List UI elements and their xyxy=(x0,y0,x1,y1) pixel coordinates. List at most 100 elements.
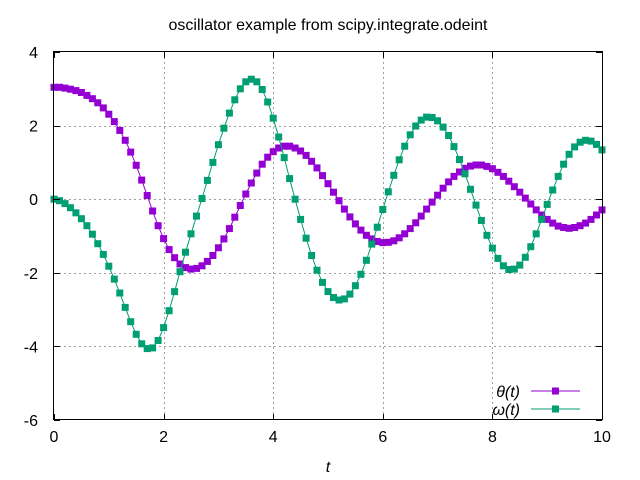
data-point xyxy=(456,156,463,163)
data-point xyxy=(105,262,113,270)
data-point xyxy=(565,224,573,232)
data-point xyxy=(505,177,513,185)
plot-frame xyxy=(53,51,603,420)
plot-area xyxy=(50,75,606,353)
data-point xyxy=(121,136,129,144)
data-point xyxy=(423,205,431,213)
data-point xyxy=(373,238,381,245)
y-tick-label: -4 xyxy=(24,339,38,356)
data-point xyxy=(236,202,244,209)
data-point xyxy=(286,142,294,150)
data-point xyxy=(488,165,496,173)
data-point xyxy=(182,248,189,256)
data-point xyxy=(456,168,463,176)
data-point xyxy=(423,113,431,121)
data-point xyxy=(116,289,124,297)
data-point xyxy=(538,215,546,223)
data-point xyxy=(302,234,310,242)
data-point xyxy=(110,275,118,283)
data-point xyxy=(401,142,409,150)
data-point xyxy=(72,87,80,95)
data-point xyxy=(203,257,211,265)
data-point xyxy=(253,169,261,177)
data-point xyxy=(99,250,107,258)
data-point xyxy=(138,176,146,184)
data-point xyxy=(165,307,173,315)
data-point xyxy=(56,83,63,91)
data-point xyxy=(242,190,250,198)
data-point xyxy=(308,252,316,259)
series-1 xyxy=(50,75,606,353)
data-point xyxy=(499,172,507,180)
data-point xyxy=(66,204,74,212)
data-point xyxy=(247,75,255,83)
data-point xyxy=(149,207,157,215)
data-point xyxy=(428,114,436,121)
data-point xyxy=(264,98,272,106)
data-point xyxy=(264,153,272,161)
data-point xyxy=(565,150,573,158)
data-point xyxy=(384,188,392,196)
data-point xyxy=(154,222,162,230)
data-point xyxy=(335,296,343,304)
data-point xyxy=(560,160,568,168)
data-point xyxy=(434,117,442,125)
data-point xyxy=(395,234,403,242)
legend-marker xyxy=(552,405,559,413)
data-point xyxy=(450,172,458,180)
data-point xyxy=(527,243,535,251)
data-point xyxy=(143,192,151,199)
data-point xyxy=(313,266,321,274)
data-point xyxy=(488,244,496,252)
data-point xyxy=(395,156,403,164)
data-point xyxy=(450,143,458,151)
data-point xyxy=(499,262,507,270)
chart-title: oscillator example from scipy.integrate.… xyxy=(169,17,489,34)
data-point xyxy=(549,219,557,227)
data-point xyxy=(160,235,168,243)
data-point xyxy=(472,201,480,209)
data-point xyxy=(362,256,370,264)
data-point xyxy=(516,188,524,196)
data-point xyxy=(576,222,584,230)
legend-label: θ(t) xyxy=(496,384,520,401)
data-point xyxy=(351,282,359,290)
data-point xyxy=(61,84,69,92)
data-point xyxy=(379,239,387,247)
data-point xyxy=(214,244,222,252)
data-point xyxy=(384,238,392,246)
data-point xyxy=(214,141,222,149)
data-point xyxy=(461,170,469,178)
data-point xyxy=(412,219,420,227)
data-point xyxy=(516,261,524,269)
data-point xyxy=(549,186,557,194)
data-point xyxy=(483,162,491,170)
data-point xyxy=(324,288,332,296)
data-point xyxy=(308,157,316,165)
x-tick-label: 0 xyxy=(50,429,59,446)
data-point xyxy=(324,180,332,188)
data-point xyxy=(340,205,348,213)
data-point xyxy=(291,144,299,152)
data-point xyxy=(83,222,91,230)
data-point xyxy=(83,91,91,99)
data-point xyxy=(346,290,354,298)
data-point xyxy=(494,168,502,176)
data-point xyxy=(209,252,217,259)
data-point xyxy=(543,215,551,223)
y-tick-label: 4 xyxy=(29,45,38,62)
data-point xyxy=(94,99,102,107)
data-point xyxy=(313,164,321,172)
data-point xyxy=(275,133,283,141)
data-point xyxy=(99,104,107,112)
data-point xyxy=(319,278,326,286)
data-point xyxy=(182,264,189,272)
data-point xyxy=(593,140,600,148)
data-point xyxy=(236,85,244,93)
data-point xyxy=(505,266,513,273)
data-point xyxy=(340,295,348,303)
data-point xyxy=(477,161,485,169)
data-point xyxy=(521,253,529,261)
legend-entry: ω(t) xyxy=(492,402,580,419)
